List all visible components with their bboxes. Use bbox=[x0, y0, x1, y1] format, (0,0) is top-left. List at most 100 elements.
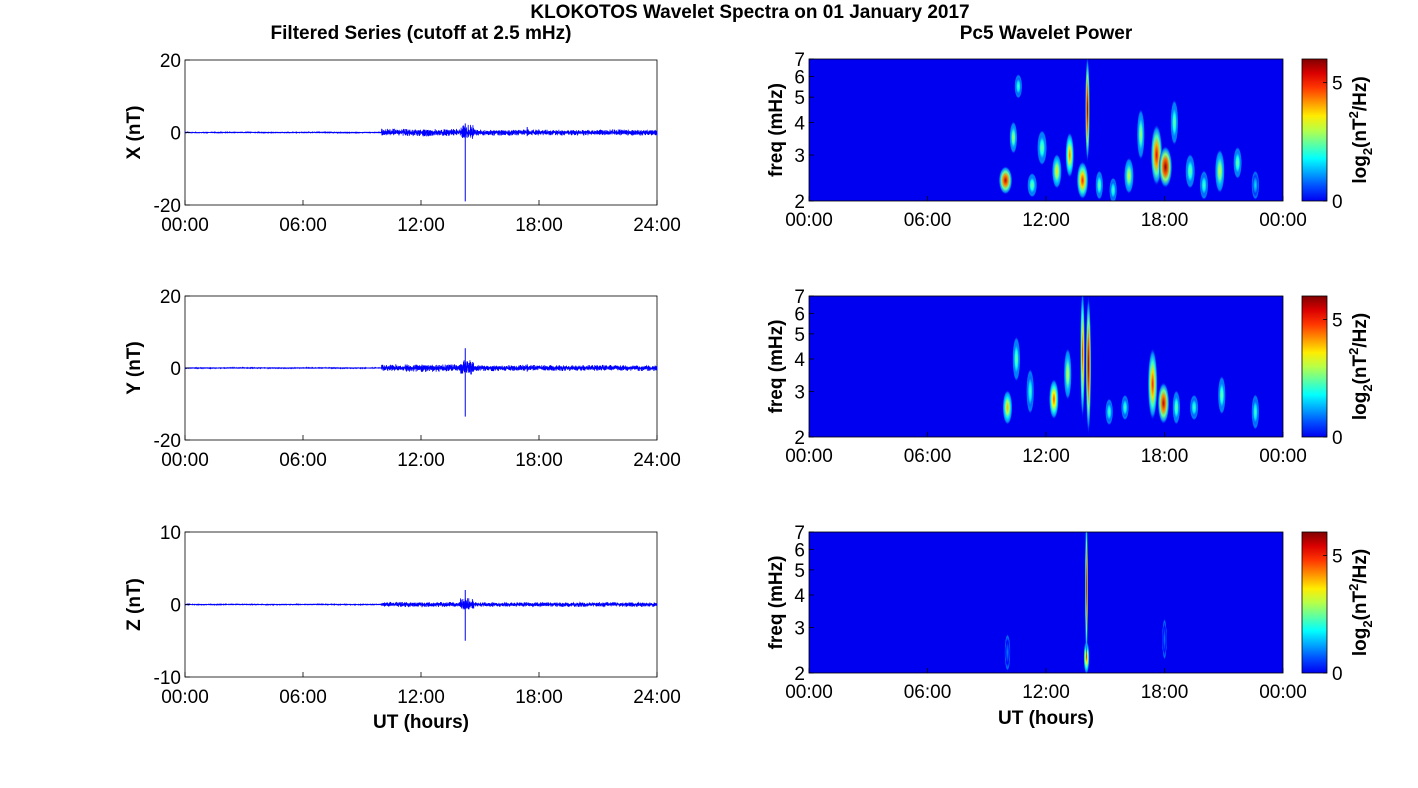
y-tick-label: -20 bbox=[154, 196, 181, 217]
figure-title: KLOKOTOS Wavelet Spectra on 01 January 2… bbox=[530, 2, 969, 23]
power-blob bbox=[1085, 59, 1090, 164]
power-blob bbox=[1095, 170, 1104, 201]
power-blob bbox=[1172, 390, 1181, 425]
x-tick-label: 12:00 bbox=[397, 687, 445, 708]
x-tick-label: 06:00 bbox=[904, 682, 952, 703]
colorbar-tick-label: 5 bbox=[1332, 311, 1343, 332]
x-tick-label: 00:00 bbox=[161, 215, 209, 236]
y-axis-label: Y (nT) bbox=[124, 341, 145, 394]
y-tick-label: 7 bbox=[794, 50, 805, 71]
x-tick-label: 18:00 bbox=[515, 215, 563, 236]
heatmap-background bbox=[809, 59, 1283, 201]
x-axis-label: UT (hours) bbox=[373, 712, 469, 733]
x-tick-label: 06:00 bbox=[279, 687, 327, 708]
series-line-z bbox=[184, 598, 658, 610]
colorbar-tick-label: 5 bbox=[1332, 547, 1343, 568]
power-blob bbox=[1105, 398, 1114, 426]
y-tick-label: 7 bbox=[794, 523, 805, 544]
x-tick-label: 12:00 bbox=[1022, 446, 1070, 467]
x-tick-label: 00:00 bbox=[1259, 210, 1307, 231]
y-tick-label: -10 bbox=[154, 668, 181, 689]
y-tick-label: 2 bbox=[794, 192, 805, 213]
x-tick-label: 00:00 bbox=[161, 687, 209, 708]
power-blob bbox=[1214, 149, 1225, 194]
x-tick-label: 00:00 bbox=[785, 210, 833, 231]
power-blob bbox=[1121, 394, 1129, 421]
power-blob bbox=[1065, 132, 1075, 179]
power-blob bbox=[1157, 382, 1170, 425]
x-tick-label: 00:00 bbox=[785, 446, 833, 467]
power-blob bbox=[1084, 532, 1089, 662]
y-tick-label: 5 bbox=[794, 325, 805, 346]
x-tick-label: 00:00 bbox=[1259, 446, 1307, 467]
power-blob bbox=[1037, 129, 1047, 166]
power-blob bbox=[1170, 99, 1179, 146]
y-axis-label: X (nT) bbox=[124, 106, 145, 160]
power-blob bbox=[1185, 153, 1196, 189]
y-tick-label: 3 bbox=[794, 146, 805, 167]
y-tick-label: 0 bbox=[170, 596, 181, 617]
y-tick-label: 4 bbox=[794, 586, 805, 607]
heatmap-background bbox=[809, 532, 1283, 673]
power-blob bbox=[998, 166, 1013, 195]
series-line-x bbox=[184, 124, 658, 139]
power-blob bbox=[1002, 390, 1013, 425]
x-tick-label: 06:00 bbox=[279, 215, 327, 236]
power-blob bbox=[1012, 336, 1021, 382]
power-blob bbox=[1085, 296, 1092, 436]
y-tick-label: 20 bbox=[160, 51, 181, 72]
y-tick-label: 5 bbox=[794, 88, 805, 109]
x-tick-label: 12:00 bbox=[1022, 682, 1070, 703]
power-blob bbox=[1014, 73, 1023, 99]
y-axis-label: freq (mHz) bbox=[766, 83, 787, 177]
power-blob bbox=[1251, 393, 1260, 431]
power-blob bbox=[1217, 375, 1226, 415]
power-blob bbox=[1109, 177, 1118, 201]
power-blob bbox=[1009, 121, 1018, 154]
y-tick-label: 3 bbox=[794, 382, 805, 403]
y-tick-label: 5 bbox=[794, 561, 805, 582]
y-axis-label: Z (nT) bbox=[124, 578, 145, 631]
y-tick-label: 6 bbox=[794, 67, 805, 88]
x-tick-label: 12:00 bbox=[397, 215, 445, 236]
x-tick-label: 18:00 bbox=[515, 450, 563, 471]
colorbar-tick-label: 5 bbox=[1332, 74, 1343, 95]
power-blob bbox=[1004, 633, 1011, 672]
colorbar-tick-label: 0 bbox=[1332, 428, 1343, 449]
y-tick-label: 0 bbox=[170, 359, 181, 380]
y-tick-label: 7 bbox=[794, 287, 805, 308]
x-tick-label: 12:00 bbox=[397, 450, 445, 471]
power-blob bbox=[1051, 153, 1062, 189]
series-line-y bbox=[184, 360, 658, 375]
power-blob bbox=[1026, 368, 1035, 415]
colorbar-tick-label: 0 bbox=[1332, 192, 1343, 213]
colorbar-scale bbox=[1301, 58, 1328, 202]
power-blob bbox=[1233, 146, 1242, 180]
left-column-title: Filtered Series (cutoff at 2.5 mHz) bbox=[271, 23, 572, 44]
power-blob bbox=[1124, 157, 1134, 194]
colorbar-label: log2(nT2/Hz) bbox=[1346, 76, 1375, 183]
y-tick-label: 2 bbox=[794, 428, 805, 449]
y-tick-label: 4 bbox=[794, 350, 805, 371]
y-tick-label: 10 bbox=[160, 523, 181, 544]
colorbar-label: log2(nT2/Hz) bbox=[1346, 549, 1375, 656]
power-blob bbox=[1162, 618, 1167, 661]
power-blob bbox=[1158, 145, 1173, 189]
x-tick-label: 18:00 bbox=[1141, 446, 1189, 467]
colorbar-scale bbox=[1301, 531, 1328, 674]
x-tick-label: 24:00 bbox=[633, 450, 681, 471]
y-axis-label: freq (mHz) bbox=[766, 320, 787, 414]
x-tick-label: 00:00 bbox=[1259, 682, 1307, 703]
y-tick-label: 6 bbox=[794, 540, 805, 561]
colorbar-tick-label: 0 bbox=[1332, 664, 1343, 685]
x-axis-label: UT (hours) bbox=[998, 708, 1094, 729]
x-tick-label: 06:00 bbox=[904, 446, 952, 467]
x-tick-label: 06:00 bbox=[904, 210, 952, 231]
